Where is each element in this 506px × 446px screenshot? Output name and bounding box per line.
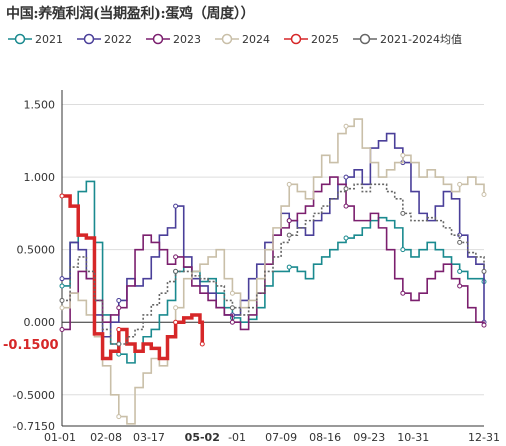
legend-swatch-icon bbox=[8, 33, 32, 45]
data-point bbox=[59, 305, 65, 311]
data-point bbox=[286, 181, 292, 187]
data-point bbox=[229, 290, 235, 296]
data-point bbox=[286, 232, 292, 238]
data-point bbox=[286, 264, 292, 270]
x-tick-label: 07-09 bbox=[265, 431, 297, 444]
data-point bbox=[199, 341, 205, 347]
data-point bbox=[116, 326, 122, 332]
data-point bbox=[457, 268, 463, 274]
legend-item[interactable]: 2022 bbox=[77, 33, 132, 46]
legend-label: 2022 bbox=[104, 32, 132, 46]
data-point bbox=[59, 326, 65, 332]
data-point bbox=[59, 297, 65, 303]
data-point bbox=[116, 305, 122, 311]
data-point bbox=[173, 305, 179, 311]
y-tick-label: -0.5000 bbox=[13, 389, 55, 402]
y-tick-label: 0.000 bbox=[24, 316, 56, 329]
series-line bbox=[62, 194, 205, 361]
series-2025 bbox=[59, 193, 205, 361]
data-point bbox=[343, 123, 349, 129]
series-line bbox=[62, 180, 485, 364]
series-2023 bbox=[59, 176, 487, 332]
y-tick-label: 1.000 bbox=[24, 171, 56, 184]
data-point bbox=[457, 181, 463, 187]
legend-swatch-icon bbox=[146, 33, 170, 45]
legend-label: 2025 bbox=[311, 32, 339, 46]
legend: 2021 2022 2023 2024 2025 2021-2024均值 bbox=[8, 30, 476, 48]
data-point bbox=[116, 414, 122, 420]
legend-label: 2021 bbox=[35, 32, 63, 46]
legend-label: 2021-2024均值 bbox=[380, 33, 462, 46]
data-point bbox=[173, 268, 179, 274]
x-tick-label: -01 bbox=[228, 431, 246, 444]
series-2024 bbox=[59, 118, 487, 425]
x-tick-label: 12-31 bbox=[468, 431, 500, 444]
legend-label: 2023 bbox=[173, 32, 201, 46]
y-tick-label: 0.5000 bbox=[17, 244, 56, 257]
data-point bbox=[400, 247, 406, 253]
data-point bbox=[481, 322, 487, 328]
data-point bbox=[343, 203, 349, 209]
data-point bbox=[343, 235, 349, 241]
data-point bbox=[286, 218, 292, 224]
data-point bbox=[457, 283, 463, 289]
data-point bbox=[481, 268, 487, 274]
legend-label: 2024 bbox=[242, 32, 270, 46]
legend-swatch-icon bbox=[77, 33, 101, 45]
data-point bbox=[400, 290, 406, 296]
data-point bbox=[481, 192, 487, 198]
x-tick-label: 09-23 bbox=[353, 431, 385, 444]
legend-item[interactable]: 2025 bbox=[284, 33, 339, 46]
data-point bbox=[116, 341, 122, 347]
data-point bbox=[229, 305, 235, 311]
data-point bbox=[59, 283, 65, 289]
legend-item[interactable]: 2024 bbox=[215, 33, 270, 46]
data-point bbox=[229, 319, 235, 325]
data-point bbox=[173, 319, 179, 325]
data-point bbox=[173, 203, 179, 209]
data-point bbox=[59, 193, 65, 199]
x-tick-label: 01-01 bbox=[44, 431, 76, 444]
legend-swatch-icon bbox=[284, 33, 308, 45]
x-tick-label: 03-17 bbox=[133, 431, 165, 444]
highlight-value-label: -0.1500 bbox=[3, 338, 59, 353]
data-point bbox=[343, 186, 349, 192]
legend-item[interactable]: 2021 bbox=[8, 33, 63, 46]
legend-swatch-icon bbox=[215, 33, 239, 45]
series-line bbox=[62, 176, 485, 331]
x-tick-label: 05-02 bbox=[185, 431, 220, 444]
data-point bbox=[400, 210, 406, 216]
legend-item[interactable]: 2023 bbox=[146, 33, 201, 46]
y-tick-label: 1.500 bbox=[24, 99, 56, 112]
data-point bbox=[400, 152, 406, 158]
x-tick-label: 02-08 bbox=[90, 431, 122, 444]
data-point bbox=[343, 174, 349, 180]
series-2021-2024均值 bbox=[59, 183, 487, 347]
data-point bbox=[173, 254, 179, 260]
x-tick-label: 08-16 bbox=[309, 431, 341, 444]
data-point bbox=[457, 239, 463, 245]
x-tick-label: 10-31 bbox=[397, 431, 429, 444]
series-line bbox=[62, 118, 485, 425]
data-point bbox=[59, 276, 65, 282]
series-line bbox=[62, 183, 485, 345]
chart-title: 中国:养殖利润(当期盈利):蛋鸡（周度）） bbox=[6, 6, 255, 22]
y-tick-label: -0.7150 bbox=[13, 420, 55, 433]
legend-swatch-icon bbox=[353, 33, 377, 45]
legend-item[interactable]: 2021-2024均值 bbox=[353, 31, 462, 47]
data-point bbox=[116, 297, 122, 303]
